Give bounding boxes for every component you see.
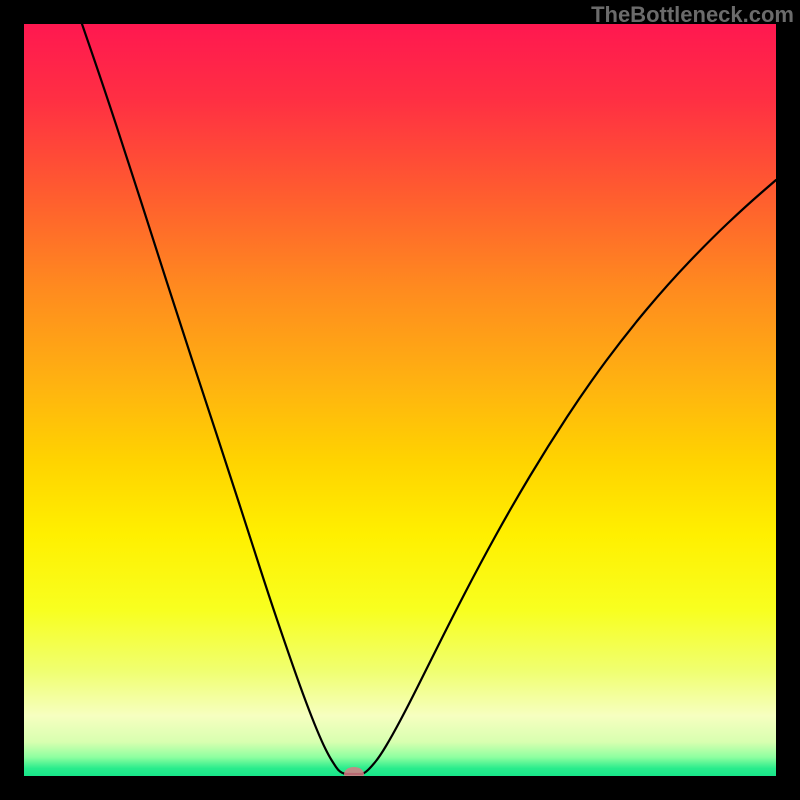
plot-area [24, 24, 776, 776]
bottleneck-curve [24, 24, 776, 776]
chart-frame: TheBottleneck.com [0, 0, 800, 800]
watermark-text: TheBottleneck.com [591, 2, 794, 28]
minimum-marker [344, 767, 364, 776]
